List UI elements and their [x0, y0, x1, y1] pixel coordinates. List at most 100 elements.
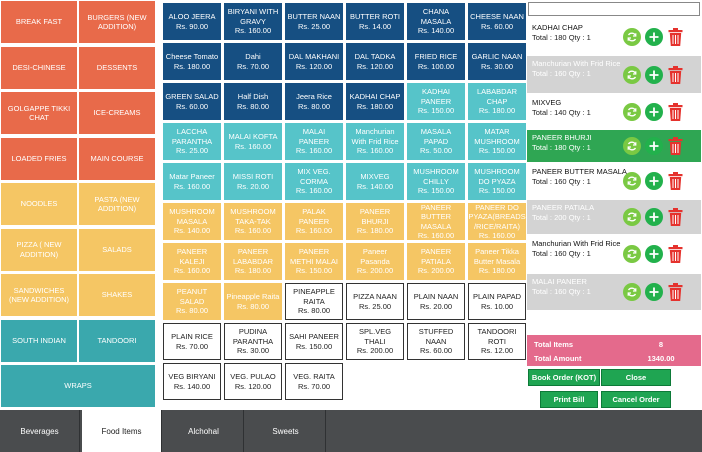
menu-item-pizza-naan[interactable]: PIZZA NAAN Rs. 25.00: [346, 283, 404, 320]
menu-item-plain-rice[interactable]: PLAIN RICE Rs. 70.00: [163, 323, 221, 360]
cancel-order-button[interactable]: Cancel Order: [601, 391, 671, 408]
menu-item-paneer-patiala[interactable]: PANEER PATIALA Rs. 200.00: [407, 243, 465, 280]
menu-item-masala-papad[interactable]: MASALA PAPAD Rs. 50.00: [407, 123, 465, 160]
menu-item-veg-raita[interactable]: VEG. RAITA Rs. 70.00: [285, 363, 343, 400]
order-item[interactable]: PANEER BHURJI Total : 180 Qty : 1: [527, 130, 701, 162]
menu-item-mushroom-chilly[interactable]: MUSHROOM CHILLY Rs. 150.00: [407, 163, 465, 200]
menu-item-mushroom-do-pyaza[interactable]: MUSHROOM DO PYAZA Rs. 150.00: [468, 163, 526, 200]
category-salads[interactable]: SALADS: [79, 228, 155, 271]
menu-item-cheese-naan[interactable]: CHEESE NAAN Rs. 60.00: [468, 3, 526, 40]
menu-item-tandoori-roti[interactable]: TANDOORI ROTI Rs. 12.00: [468, 323, 526, 360]
delete-icon[interactable]: [668, 208, 683, 226]
menu-item-missi-roti[interactable]: MISSI ROTI Rs. 20.00: [224, 163, 282, 200]
menu-item-pineapple-raita[interactable]: Pineapple Raita Rs. 80.00: [224, 283, 282, 320]
menu-item-peanut-salad[interactable]: PEANUT SALAD Rs. 80.00: [163, 283, 221, 320]
menu-item-half-dish[interactable]: Half Dish Rs. 80.00: [224, 83, 282, 120]
menu-item-mushroom-taka-tak[interactable]: MUSHROOM TAKA-TAK Rs. 160.00: [224, 203, 282, 240]
menu-item-paneer-tikka-butter-masala[interactable]: Paneer Tikka Butter Masala Rs. 180.00: [468, 243, 526, 280]
category-noodles[interactable]: NOODLES: [1, 183, 77, 225]
menu-item-manchurian-with-frid-rice[interactable]: Manchurian With Frid Rice Rs. 160.00: [346, 123, 404, 160]
menu-item-paneer-do-pyaza-breads-rice-raita[interactable]: PANEER DO PYAZA(BREADS /RICE/RAITA) Rs. 1…: [468, 203, 526, 240]
menu-item-kadhai-chap[interactable]: KADHAI CHAP Rs. 180.00: [346, 83, 404, 120]
category-break-fast[interactable]: BREAK FAST: [1, 1, 77, 43]
menu-item-palak-paneer[interactable]: PALAK PANEER Rs. 160.00: [285, 203, 343, 240]
add-icon[interactable]: [645, 245, 663, 263]
menu-item-jeera-rice[interactable]: Jeera Rice Rs. 80.00: [285, 83, 343, 120]
refresh-icon[interactable]: [623, 28, 641, 46]
order-item[interactable]: KADHAI CHAP Total : 180 Qty : 1: [527, 20, 701, 54]
menu-item-pineapple-raita[interactable]: PINEAPPLE RAITA Rs. 80.00: [285, 283, 343, 320]
category-desi-chinese[interactable]: DESI-CHINESE: [1, 46, 77, 89]
menu-item-aloo-jeera[interactable]: ALOO JEERA Rs. 90.00: [163, 3, 221, 40]
menu-item-paneer-kaleji[interactable]: PANEER KALEJI Rs. 160.00: [163, 243, 221, 280]
menu-item-fried-rice[interactable]: FRIED RICE Rs. 100.00: [407, 43, 465, 80]
category-pizza-new-addition[interactable]: PIZZA ( NEW ADDITION): [1, 228, 77, 271]
add-icon[interactable]: [645, 283, 663, 301]
add-icon[interactable]: [645, 137, 663, 155]
add-icon[interactable]: [645, 28, 663, 46]
menu-item-plain-papad[interactable]: PLAIN PAPAD Rs. 10.00: [468, 283, 526, 320]
category-wraps[interactable]: WRAPS: [1, 365, 155, 407]
order-item[interactable]: MIXVEG Total : 140 Qty : 1: [527, 95, 701, 128]
menu-item-sahi-paneer[interactable]: SAHI PANEER Rs. 150.00: [285, 323, 343, 360]
menu-item-dal-makhani[interactable]: DAL MAKHANI Rs. 120.00: [285, 43, 343, 80]
refresh-icon[interactable]: [623, 102, 641, 121]
search-input[interactable]: [528, 2, 700, 16]
menu-item-paneer-lababdar[interactable]: PANEER LABABDAR Rs. 180.00: [224, 243, 282, 280]
order-item[interactable]: PANEER BUTTER MASALA Total : 160 Qty : 1: [527, 164, 701, 198]
category-sandwiches-new-addition[interactable]: SANDWICHES (NEW ADDITION): [1, 274, 77, 316]
tab-sweets[interactable]: Sweets: [246, 410, 326, 452]
menu-item-malai-paneer[interactable]: MALAI PANEER Rs. 160.00: [285, 123, 343, 160]
menu-item-chana-masala[interactable]: CHANA MASALA Rs. 140.00: [407, 3, 465, 40]
menu-item-plain-naan[interactable]: PLAIN NAAN Rs. 20.00: [407, 283, 465, 320]
menu-item-veg-biryani[interactable]: VEG BIRYANI Rs. 140.00: [163, 363, 221, 400]
menu-item-dal-tadka[interactable]: DAL TADKA Rs. 120.00: [346, 43, 404, 80]
delete-icon[interactable]: [668, 172, 683, 190]
menu-item-garlic-naan[interactable]: GARLIC NAAN Rs. 30.00: [468, 43, 526, 80]
menu-item-butter-roti[interactable]: BUTTER ROTI Rs. 14.00: [346, 3, 404, 40]
refresh-icon[interactable]: [623, 172, 641, 190]
menu-item-mushroom-masala[interactable]: MUSHROOM MASALA Rs. 140.00: [163, 203, 221, 240]
category-main-course[interactable]: MAIN COURSE: [79, 137, 155, 180]
category-tandoori[interactable]: TANDOORI: [79, 319, 155, 362]
refresh-icon[interactable]: [623, 245, 641, 263]
add-icon[interactable]: [645, 208, 663, 226]
print-bill-button[interactable]: Print Bill: [540, 391, 598, 408]
delete-icon[interactable]: [668, 245, 683, 263]
order-item[interactable]: PANEER PATIALA Total : 200 Qty : 1: [527, 200, 701, 234]
refresh-icon[interactable]: [623, 283, 641, 301]
menu-item-cheese-tomato[interactable]: Cheese Tomato Rs. 180.00: [163, 43, 221, 80]
tab-alchohal[interactable]: Alchohal: [164, 410, 244, 452]
tab-food-items[interactable]: Food Items: [82, 410, 162, 452]
menu-item-paneer-butter-masala[interactable]: PANEER BUTTER MASALA Rs. 160.00: [407, 203, 465, 240]
tab-beverages[interactable]: Beverages: [0, 410, 80, 452]
refresh-icon[interactable]: [623, 137, 641, 155]
delete-icon[interactable]: [668, 65, 683, 84]
order-item[interactable]: Manchurian With Frid Rice Total : 160 Qty…: [527, 236, 701, 272]
book-order-button[interactable]: Book Order (KOT): [528, 369, 600, 386]
menu-item-laccha-parantha[interactable]: LACCHA PARANTHA Rs. 25.00: [163, 123, 221, 160]
menu-item-matar-mushroom[interactable]: MATAR MUSHROOM Rs. 150.00: [468, 123, 526, 160]
menu-item-dahi[interactable]: Dahi Rs. 70.00: [224, 43, 282, 80]
menu-item-lababdar-chap[interactable]: LABABDAR CHAP Rs. 180.00: [468, 83, 526, 120]
menu-item-green-salad[interactable]: GREEN SALAD Rs. 60.00: [163, 83, 221, 120]
refresh-icon[interactable]: [623, 208, 641, 226]
menu-item-biryani-with-gravy[interactable]: BIRYANI WITH GRAVY Rs. 160.00: [224, 3, 282, 40]
menu-item-pudina-parantha[interactable]: PUDINA PARANTHA Rs. 30.00: [224, 323, 282, 360]
menu-item-spl-veg-thali[interactable]: SPL.VEG THALI Rs. 200.00: [346, 323, 404, 360]
menu-item-malai-kofta[interactable]: MALAI KOFTA Rs. 160.00: [224, 123, 282, 160]
category-golgappe-tikki-chat[interactable]: GOLGAPPE TIKKI CHAT: [1, 92, 77, 134]
menu-item-paneer-bhurji[interactable]: PANEER BHURJI Rs. 180.00: [346, 203, 404, 240]
category-pasta-new-addition[interactable]: PASTA (NEW ADDITION): [79, 183, 155, 225]
order-item[interactable]: Manchurian With Frid Rice Total : 160 Qty…: [527, 56, 701, 93]
menu-item-butter-naan[interactable]: BUTTER NAAN Rs. 25.00: [285, 3, 343, 40]
order-item[interactable]: MALAI PANEER Total : 160 Qty : 1: [527, 274, 701, 310]
category-shakes[interactable]: SHAKES: [79, 274, 155, 316]
delete-icon[interactable]: [668, 283, 683, 301]
menu-item-mix-veg-corma[interactable]: MIX VEG. CORMA Rs. 160.00: [285, 163, 343, 200]
category-ice-creams[interactable]: ICE-CREAMS: [79, 92, 155, 134]
menu-item-matar-paneer[interactable]: Matar Paneer Rs. 160.00: [163, 163, 221, 200]
delete-icon[interactable]: [668, 102, 683, 121]
category-south-indian[interactable]: SOUTH INDIAN: [1, 319, 77, 362]
add-icon[interactable]: [645, 172, 663, 190]
